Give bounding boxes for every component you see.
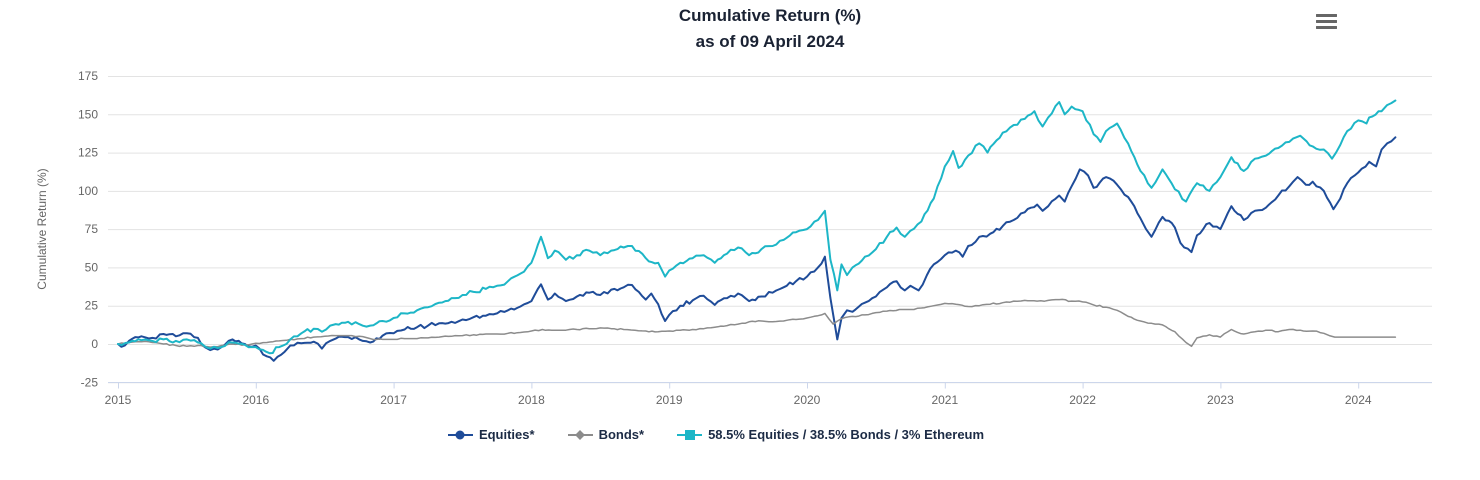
legend-item-bonds[interactable]: Bonds* — [567, 427, 645, 442]
y-axis-label: 75 — [85, 222, 99, 236]
legend-item-equities[interactable]: Equities* — [447, 427, 535, 442]
x-axis-label: 2015 — [105, 393, 132, 407]
y-axis-label: -25 — [81, 375, 99, 389]
y-axis-label: 25 — [85, 299, 99, 313]
series-path-blend — [117, 99, 1397, 355]
y-axis-title: Cumulative Return (%) — [35, 168, 49, 289]
legend-label-equities: Equities* — [478, 427, 535, 442]
y-axis-label: 150 — [78, 107, 98, 121]
chart-subtitle: as of 09 April 2024 — [695, 32, 845, 51]
y-axis-label: 0 — [91, 337, 98, 351]
y-axis-label: 100 — [78, 184, 98, 198]
export-menu-button[interactable] — [1313, 9, 1339, 33]
chart-header: Cumulative Return (%) as of 09 April 202… — [60, 3, 1480, 54]
series-path-bonds — [117, 298, 1397, 348]
x-axis-label: 2017 — [380, 393, 407, 407]
y-axis-label: 175 — [78, 69, 98, 83]
chart-title: Cumulative Return (%) — [678, 6, 862, 25]
y-axis-label: 50 — [85, 260, 99, 274]
x-axis-label: 2018 — [518, 393, 545, 407]
legend-label-bonds: Bonds* — [598, 427, 645, 442]
hamburger-menu-icon — [1315, 13, 1337, 29]
chart-plot-area[interactable]: -25 0 25 50 75 100 125 150 175 2015 2016 2017 2018 20… — [0, 0, 1480, 418]
legend-label-blend: 58.5% Equities / 38.5% Bonds / 3% Ethere… — [708, 427, 985, 442]
series-path-equities — [117, 136, 1397, 362]
x-axis-label: 2019 — [656, 393, 683, 407]
bonds-diamond-marker-icon — [567, 429, 593, 441]
x-axis-label: 2016 — [242, 393, 269, 407]
y-axis-label: 125 — [78, 146, 98, 160]
x-axis-label: 2022 — [1069, 393, 1096, 407]
x-axis-label: 2021 — [931, 393, 958, 407]
x-axis-label: 2024 — [1345, 393, 1372, 407]
x-axis-label: 2023 — [1207, 393, 1234, 407]
equities-circle-marker-icon — [447, 429, 473, 441]
blend-square-marker-icon — [677, 429, 703, 441]
legend-item-blend[interactable]: 58.5% Equities / 38.5% Bonds / 3% Ethere… — [677, 427, 984, 442]
x-axis-label: 2020 — [794, 393, 821, 407]
chart-legend: Equities* Bonds* 58.5% Equities / 38.5% Bo… — [0, 427, 1432, 442]
